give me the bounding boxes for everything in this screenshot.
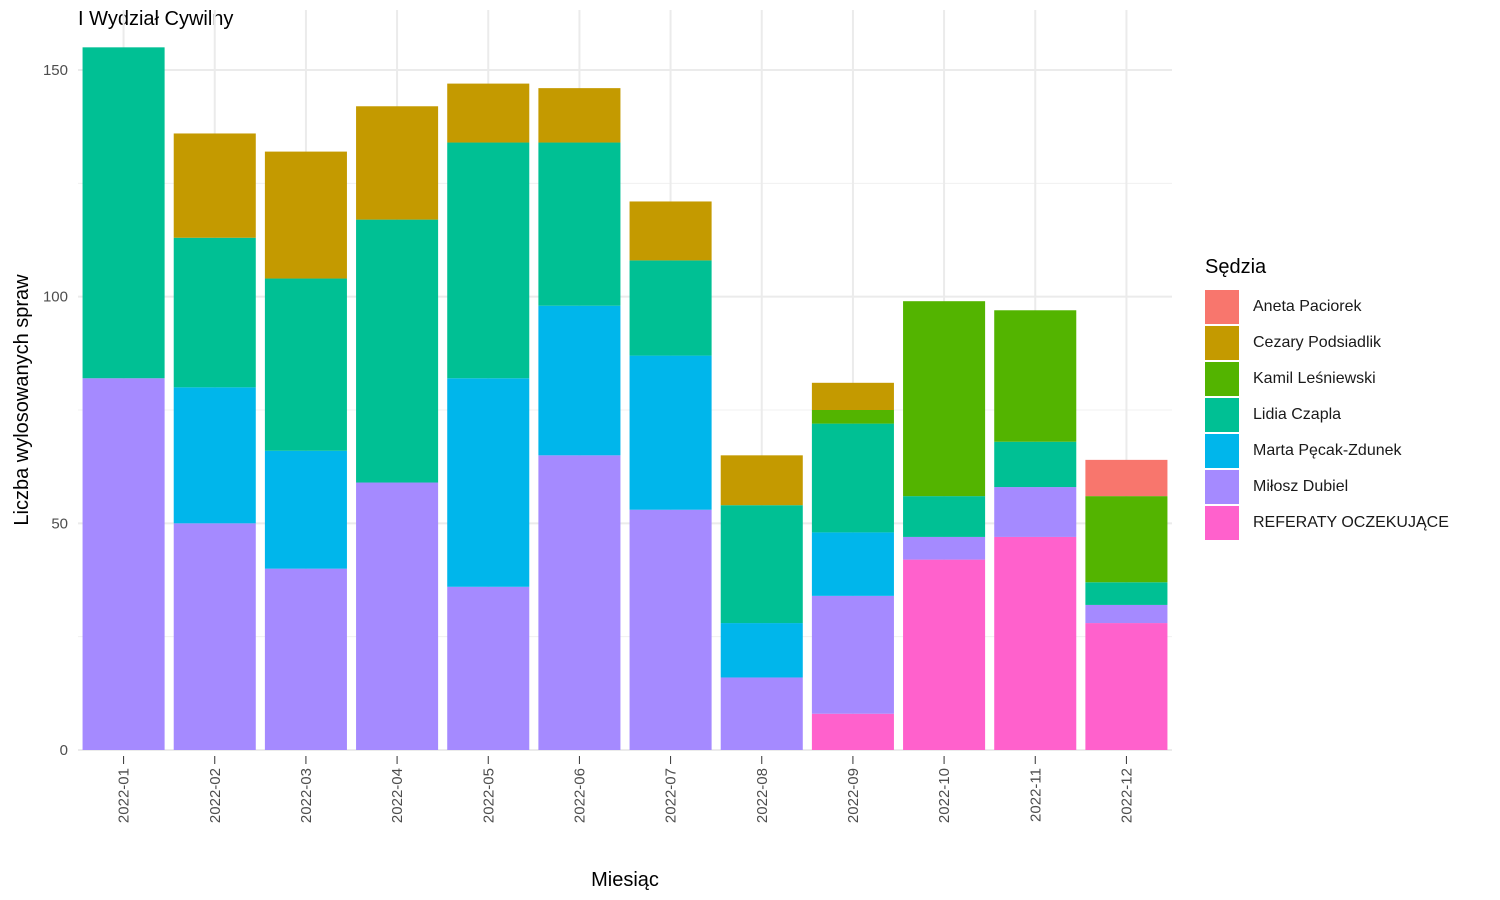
legend-label: Miłosz Dubiel — [1253, 478, 1349, 495]
legend-color-key — [1205, 434, 1239, 468]
legend-label: Kamil Leśniewski — [1253, 370, 1376, 387]
bar-segment — [264, 278, 347, 451]
bar-segment — [538, 142, 621, 306]
legend-item: Miłosz Dubiel — [1205, 469, 1449, 505]
bar-segment — [903, 559, 986, 750]
bar-segment — [264, 450, 347, 569]
legend-items: Aneta Paciorek Cezary Podsiadlik Kamil Leś… — [1205, 289, 1449, 541]
bar-segment — [264, 568, 347, 750]
bar-segment — [356, 106, 439, 220]
legend: Sędzia Aneta Paciorek Cezary Podsiadlik Ka… — [1205, 256, 1449, 541]
legend-color-key — [1205, 326, 1239, 360]
y-axis-label: Liczba wylosowanych spraw — [11, 274, 33, 526]
legend-item: Cezary Podsiadlik — [1205, 325, 1449, 361]
bar-segment — [903, 536, 986, 560]
legend-label: Marta Pęcak-Zdunek — [1253, 442, 1402, 459]
legend-color-key — [1205, 506, 1239, 540]
bar-segment — [811, 713, 894, 750]
legend-item: Kamil Leśniewski — [1205, 361, 1449, 397]
bar-segment — [447, 378, 530, 587]
x-tick-label: 2022-11 — [1027, 768, 1044, 822]
y-tick-label: 0 — [60, 742, 68, 759]
bar-segment — [1085, 459, 1168, 497]
bar-segment — [994, 310, 1077, 442]
bar-segment — [447, 142, 530, 379]
y-tick-label: 150 — [43, 62, 68, 79]
bar-segment — [811, 410, 894, 424]
bar-segment — [1085, 496, 1168, 583]
x-tick-label: 2022-03 — [298, 768, 315, 823]
bar-segment — [903, 301, 986, 497]
bar-segment — [356, 219, 439, 483]
legend-color-key — [1205, 362, 1239, 396]
x-tick-label: 2022-02 — [207, 768, 224, 823]
bar-segment — [82, 378, 165, 750]
bar-segment — [356, 482, 439, 750]
bars — [82, 47, 1168, 750]
bar-segment — [629, 509, 712, 750]
x-tick-label: 2022-07 — [663, 768, 680, 823]
legend-title: Sędzia — [1205, 256, 1267, 278]
bar-segment — [173, 523, 256, 750]
bar-segment — [903, 496, 986, 537]
legend-item: Marta Pęcak-Zdunek — [1205, 433, 1449, 469]
x-tick-label: 2022-08 — [754, 768, 771, 823]
legend-label: REFERATY OCZEKUJĄCE — [1253, 514, 1449, 531]
x-tick-label: 2022-10 — [936, 768, 953, 823]
bar-segment — [720, 455, 803, 506]
bar-segment — [994, 441, 1077, 488]
bar-segment — [811, 595, 894, 714]
bar-segment — [1085, 604, 1168, 624]
bar-segment — [447, 586, 530, 750]
legend-color-key — [1205, 470, 1239, 504]
bar-segment — [173, 133, 256, 238]
bar-segment — [447, 83, 530, 143]
bar-segment — [629, 260, 712, 356]
bar-segment — [720, 623, 803, 678]
bar-segment — [1085, 623, 1168, 750]
bar-segment — [629, 201, 712, 261]
bar-segment — [994, 487, 1077, 537]
bar-segment — [538, 88, 621, 143]
y-axis-ticks: 0 50 100 150 — [43, 62, 68, 759]
bar-segment — [811, 423, 894, 533]
bar-segment — [811, 382, 894, 410]
legend-label: Aneta Paciorek — [1253, 298, 1362, 315]
bar-segment — [811, 532, 894, 596]
x-tick-label: 2022-01 — [116, 768, 133, 823]
bar-segment — [538, 455, 621, 750]
x-tick-label: 2022-12 — [1118, 768, 1135, 823]
bar-segment — [82, 47, 165, 379]
bar-segment — [994, 536, 1077, 750]
bar-segment — [264, 151, 347, 279]
legend-item: REFERATY OCZEKUJĄCE — [1205, 505, 1449, 541]
legend-item: Lidia Czapla — [1205, 397, 1449, 433]
legend-label: Cezary Podsiadlik — [1253, 334, 1382, 351]
x-tick-label: 2022-05 — [480, 768, 497, 823]
legend-color-key — [1205, 398, 1239, 432]
legend-label: Lidia Czapla — [1253, 406, 1342, 423]
bar-segment — [173, 387, 256, 524]
x-axis-ticks: 2022-01 2022-02 2022-03 2022-04 2022-05 2022-… — [116, 756, 1135, 823]
y-tick-label: 100 — [43, 289, 68, 306]
x-tick-label: 2022-04 — [389, 768, 406, 823]
chart-title: I Wydział Cywilny — [78, 8, 234, 30]
legend-color-key — [1205, 290, 1239, 324]
bar-segment — [538, 305, 621, 456]
x-tick-label: 2022-06 — [571, 768, 588, 823]
legend-item: Aneta Paciorek — [1205, 289, 1449, 325]
y-tick-label: 50 — [51, 515, 68, 532]
x-axis-label: Miesiąc — [591, 869, 659, 891]
bar-segment — [173, 237, 256, 388]
bar-segment — [720, 505, 803, 624]
x-tick-label: 2022-09 — [845, 768, 862, 823]
bar-segment — [720, 677, 803, 750]
bar-segment — [1085, 582, 1168, 605]
bar-segment — [629, 355, 712, 510]
